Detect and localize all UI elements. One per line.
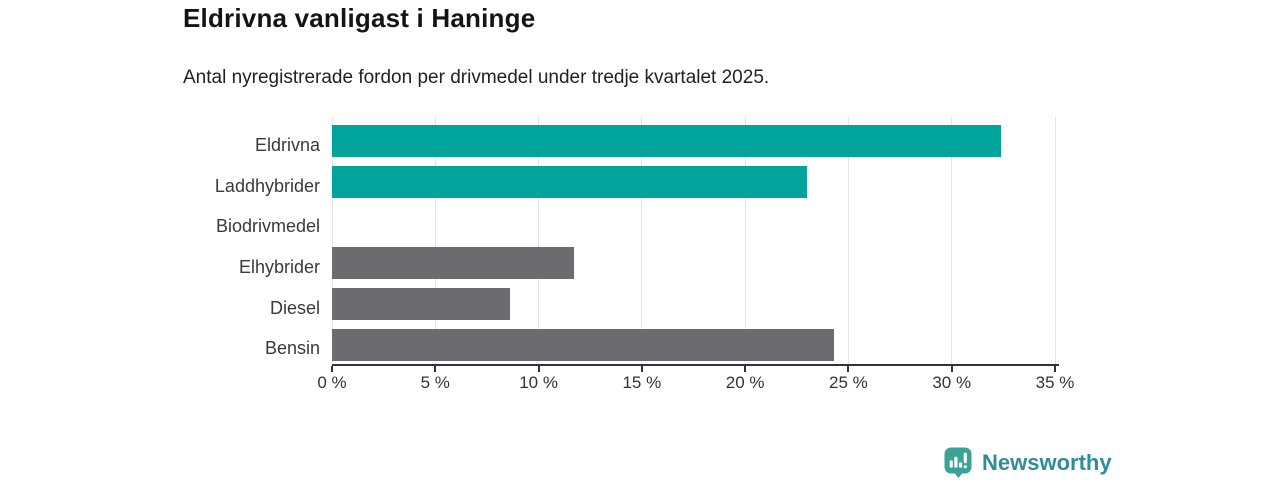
chart-title: Eldrivna vanligast i Haninge bbox=[183, 3, 536, 33]
plot-area bbox=[331, 117, 1056, 365]
bar-chart-speech-bubble-icon bbox=[944, 447, 972, 478]
bar-bensin bbox=[332, 328, 834, 361]
gridline-30 bbox=[951, 117, 953, 365]
chart-subtitle: Antal nyregistrerade fordon per drivmede… bbox=[183, 67, 770, 88]
bar-elhybrider bbox=[332, 247, 574, 280]
gridline-15 bbox=[641, 117, 643, 365]
x-tick-30 bbox=[950, 366, 953, 372]
category-label-laddhybrider: Laddhybrider bbox=[214, 175, 320, 196]
gridline-35 bbox=[1054, 117, 1056, 365]
x-tick-15 bbox=[640, 366, 643, 372]
newsworthy-logo: Newsworthy bbox=[944, 447, 1112, 478]
x-tick-label-35: 35 % bbox=[1035, 373, 1075, 392]
bar-laddhybrider bbox=[332, 166, 808, 198]
x-axis-line bbox=[332, 364, 1059, 366]
gridline-5 bbox=[434, 117, 436, 365]
category-label-biodrivmedel: Biodrivmedel bbox=[215, 216, 320, 237]
bar-eldrivna bbox=[332, 125, 1002, 158]
x-tick-10 bbox=[537, 366, 540, 372]
bar-diesel bbox=[332, 288, 510, 320]
x-tick-label-25: 25 % bbox=[829, 373, 868, 392]
gridline-10 bbox=[538, 117, 540, 365]
x-tick-35 bbox=[1054, 366, 1056, 372]
gridline-0 bbox=[331, 117, 333, 365]
y-axis-category-labels: Eldrivna Laddhybrider Biodrivmedel Elhybrid… bbox=[0, 117, 320, 365]
gridline-20 bbox=[744, 117, 746, 365]
x-tick-label-30: 30 % bbox=[932, 373, 972, 392]
x-tick-5 bbox=[434, 366, 437, 372]
gridline-25 bbox=[847, 117, 849, 365]
x-tick-label-0: 0 % bbox=[317, 373, 347, 392]
x-tick-20 bbox=[744, 366, 747, 372]
category-label-diesel: Diesel bbox=[269, 297, 320, 318]
x-tick-25 bbox=[847, 366, 850, 372]
category-label-eldrivna: Eldrivna bbox=[254, 135, 320, 155]
x-tick-label-10: 10 % bbox=[519, 373, 558, 392]
x-tick-label-20: 20 % bbox=[725, 373, 765, 392]
x-tick-0 bbox=[331, 366, 333, 372]
x-tick-label-15: 15 % bbox=[622, 373, 662, 392]
x-tick-label-5: 5 % bbox=[420, 373, 450, 392]
newsworthy-logo-text: Newsworthy bbox=[982, 449, 1112, 475]
category-label-elhybrider: Elhybrider bbox=[238, 257, 320, 277]
category-label-bensin: Bensin bbox=[264, 338, 320, 359]
